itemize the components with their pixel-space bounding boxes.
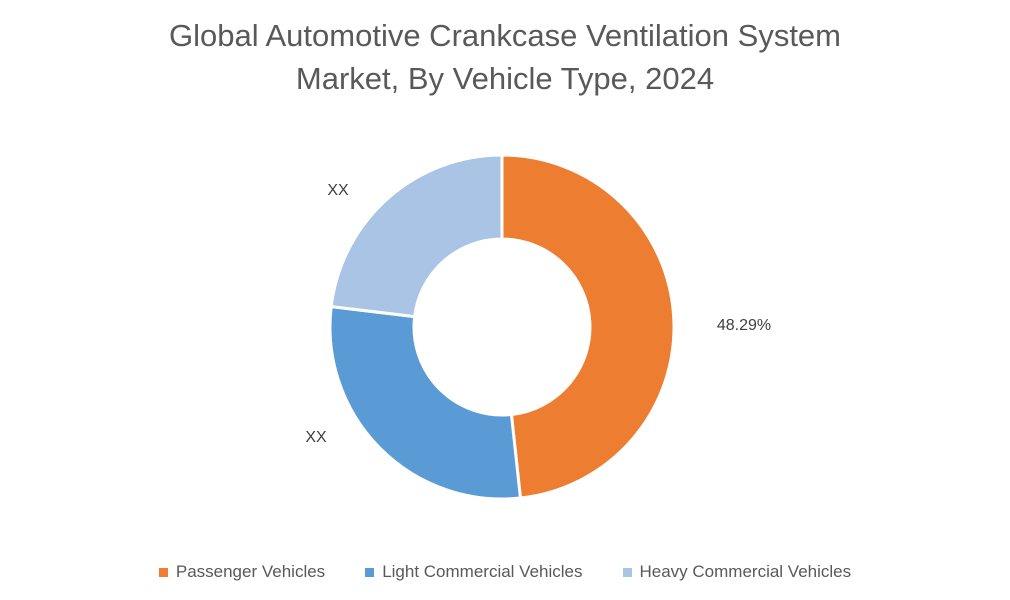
legend-label-light-commercial-vehicles: Light Commercial Vehicles [382, 562, 583, 581]
chart-title: Global Automotive Crankcase Ventilation … [0, 14, 1010, 100]
legend-item-heavy-commercial-vehicles[interactable]: Heavy Commercial Vehicles [622, 562, 852, 582]
legend-label-heavy-commercial-vehicles: Heavy Commercial Vehicles [639, 562, 852, 581]
legend-item-light-commercial-vehicles[interactable]: Light Commercial Vehicles [365, 562, 583, 582]
chart-title-line-1: Global Automotive Crankcase Ventilation … [168, 18, 841, 53]
legend-label-passenger-vehicles: Passenger Vehicles [175, 562, 326, 581]
legend-swatch-light-commercial-vehicles [365, 567, 375, 577]
data-label-passenger-vehicles: 48.29% [717, 317, 771, 334]
slice-light-commercial-vehicles[interactable] [328, 304, 523, 501]
slice-heavy-commercial-vehicles[interactable] [329, 153, 504, 319]
legend-swatch-passenger-vehicles [158, 567, 168, 577]
chart-title-line-2: Market, By Vehicle Type, 2024 [295, 61, 715, 96]
data-label-heavy-commercial-vehicles: XX [327, 182, 349, 199]
chart-legend: Passenger Vehicles Light Commercial Vehi… [0, 562, 1010, 582]
legend-swatch-heavy-commercial-vehicles [622, 567, 632, 577]
data-label-light-commercial-vehicles: XX [305, 429, 327, 446]
legend-item-passenger-vehicles[interactable]: Passenger Vehicles [158, 562, 326, 582]
slice-passenger-vehicles[interactable] [500, 153, 676, 500]
